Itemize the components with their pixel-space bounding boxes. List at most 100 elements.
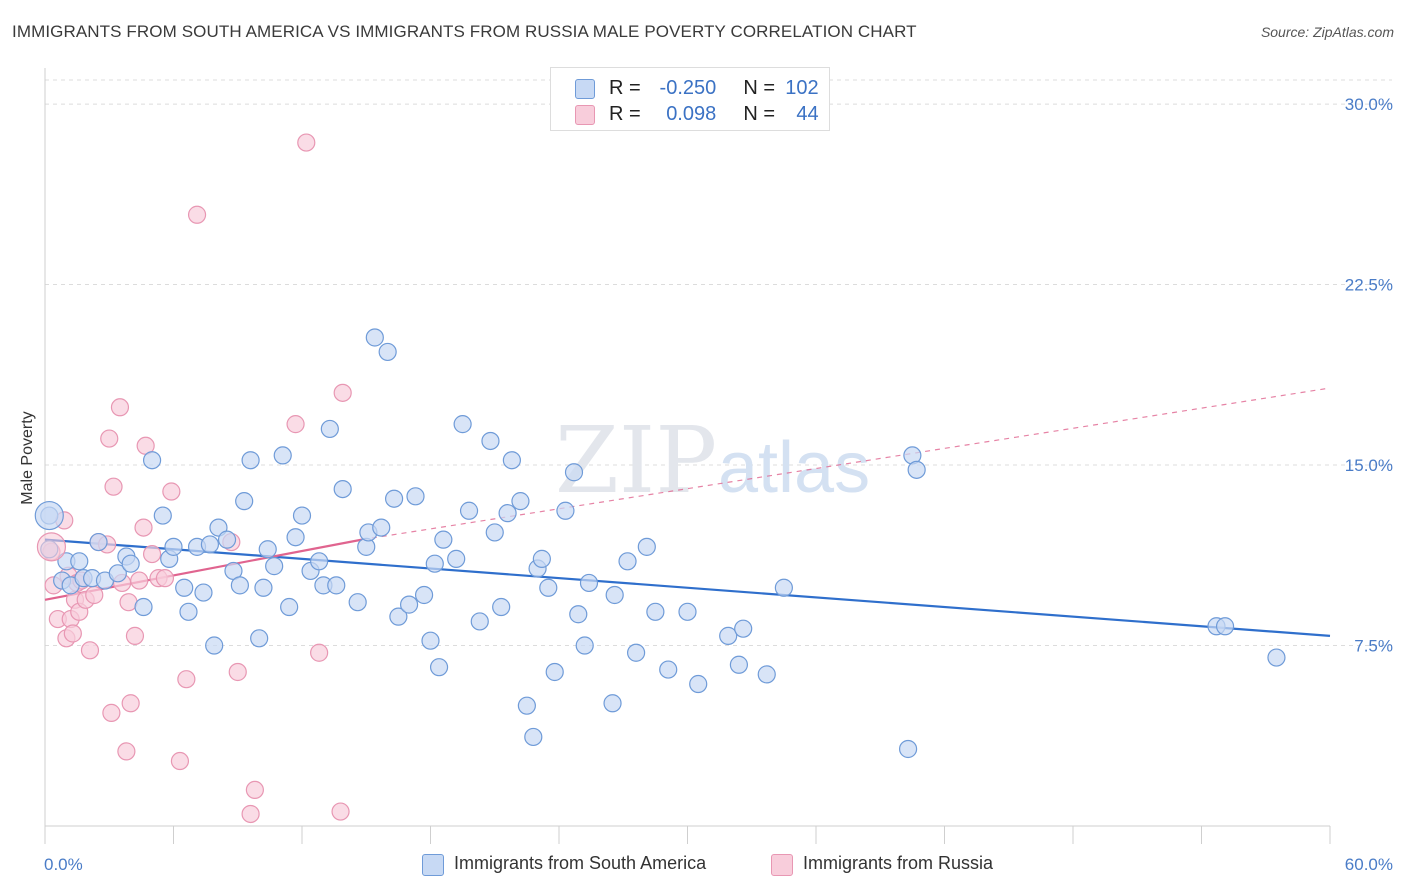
russia-point bbox=[119, 593, 138, 612]
south-america-point bbox=[646, 602, 665, 621]
russia-point bbox=[241, 804, 260, 824]
legend-r-value-2: 0.098 bbox=[666, 103, 717, 125]
y-tick-label: 22.5% bbox=[1345, 276, 1393, 295]
legend-r-label: R = bbox=[609, 77, 641, 99]
south-america-point bbox=[659, 660, 678, 679]
south-america-point bbox=[637, 537, 656, 556]
south-america-point bbox=[556, 501, 575, 520]
south-america-point bbox=[205, 636, 224, 655]
south-america-point bbox=[89, 532, 108, 552]
south-america-point bbox=[164, 537, 183, 556]
south-america-point bbox=[1267, 648, 1286, 667]
south-america-point bbox=[310, 552, 329, 571]
south-america-point bbox=[481, 431, 500, 451]
bottom-legend-swatch-pink bbox=[771, 854, 793, 876]
south-america-point bbox=[545, 662, 564, 682]
south-america-point bbox=[175, 578, 194, 597]
russia-point bbox=[286, 415, 305, 434]
watermark: ZIP atlas bbox=[555, 407, 870, 514]
chart-title: IMMIGRANTS FROM SOUTH AMERICA VS IMMIGRA… bbox=[12, 22, 917, 41]
south-america-point bbox=[569, 605, 588, 624]
russia-point bbox=[130, 571, 149, 590]
russia-point bbox=[80, 641, 100, 660]
south-america-point bbox=[254, 578, 273, 597]
stats-legend: R = -0.250 N = 102 R = 0.098 N = 44 bbox=[550, 67, 830, 131]
y-tick-label: 30.0% bbox=[1345, 95, 1393, 114]
south-america-point bbox=[498, 504, 517, 523]
south-america-point bbox=[470, 612, 489, 631]
source-label: Source: ZipAtlas.com bbox=[1260, 24, 1394, 40]
points-layer bbox=[34, 133, 1286, 824]
x-tick-label-min: 0.0% bbox=[44, 855, 83, 874]
south-america-point bbox=[678, 602, 697, 621]
south-america-point bbox=[286, 528, 305, 547]
south-america-point bbox=[153, 506, 172, 525]
legend-swatch-pink bbox=[575, 105, 595, 125]
legend-n-label: N = bbox=[743, 103, 776, 125]
russia-point bbox=[297, 133, 316, 152]
russia-point-cluster bbox=[36, 532, 67, 562]
russia-point bbox=[63, 624, 82, 643]
south-america-point bbox=[414, 585, 434, 605]
russia-point bbox=[134, 518, 153, 537]
russia-point bbox=[170, 751, 190, 771]
south-america-point bbox=[333, 479, 352, 499]
russia-point bbox=[333, 383, 352, 402]
south-america-point bbox=[265, 557, 284, 576]
russia-point bbox=[102, 703, 121, 722]
south-america-point bbox=[235, 492, 254, 511]
south-america-point bbox=[719, 626, 738, 645]
russia-point bbox=[187, 205, 207, 224]
russia-point bbox=[125, 626, 145, 645]
south-america-point bbox=[729, 655, 749, 674]
south-america-point bbox=[292, 506, 312, 525]
russia-point bbox=[104, 477, 123, 496]
bottom-legend-label-1: Immigrants from South America bbox=[454, 853, 707, 873]
south-america-point bbox=[492, 597, 511, 617]
russia-point bbox=[310, 643, 329, 662]
south-america-point bbox=[399, 595, 419, 614]
south-america-point bbox=[689, 674, 708, 694]
russia-point bbox=[228, 662, 247, 682]
south-america-point bbox=[564, 463, 584, 482]
south-america-point bbox=[421, 631, 440, 650]
russia-point bbox=[162, 482, 181, 501]
legend-n-value-2: 44 bbox=[796, 103, 819, 125]
russia-point bbox=[155, 569, 175, 588]
south-america-point bbox=[907, 460, 926, 479]
south-america-point bbox=[406, 487, 425, 506]
south-america-point bbox=[579, 573, 599, 593]
south-america-point bbox=[524, 727, 543, 747]
south-america-point bbox=[348, 593, 367, 612]
y-tick-label: 7.5% bbox=[1354, 637, 1393, 656]
south-america-point bbox=[453, 415, 472, 434]
russia-point bbox=[110, 398, 130, 417]
south-america-point bbox=[511, 492, 530, 511]
south-america-point bbox=[179, 602, 198, 621]
russia-point bbox=[117, 742, 136, 761]
south-america-point bbox=[134, 597, 153, 617]
south-america-point bbox=[485, 523, 504, 542]
legend-swatch-blue bbox=[575, 79, 595, 99]
south-america-point bbox=[517, 696, 536, 715]
south-america-point bbox=[378, 342, 397, 362]
south-america-point bbox=[605, 585, 624, 605]
south-america-point bbox=[320, 419, 339, 439]
russia-point bbox=[85, 585, 104, 605]
legend-r-label: R = bbox=[609, 103, 641, 125]
south-america-point bbox=[108, 564, 127, 583]
south-america-point bbox=[241, 451, 260, 470]
south-america-point bbox=[327, 576, 346, 595]
russia-point bbox=[331, 802, 350, 821]
south-america-point bbox=[258, 540, 277, 559]
south-america-point bbox=[230, 576, 249, 595]
tick-labels: 7.5% 15.0% 22.5% 30.0% 0.0% 60.0% bbox=[44, 95, 1393, 874]
south-america-point bbox=[70, 552, 89, 571]
south-america-point bbox=[734, 619, 753, 638]
south-america-point bbox=[121, 554, 140, 573]
south-america-point bbox=[1215, 617, 1235, 636]
south-america-point bbox=[434, 530, 453, 549]
south-america-point bbox=[502, 451, 521, 470]
south-america-point bbox=[429, 658, 449, 677]
